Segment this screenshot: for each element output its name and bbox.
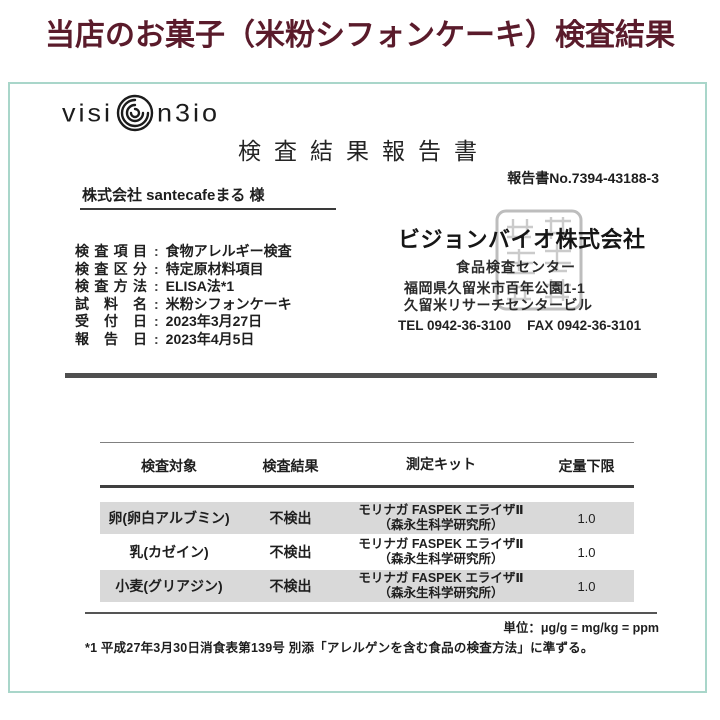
lab-fax: FAX 0942-36-3101 bbox=[527, 318, 642, 333]
cell-kit: モリナガ FASPEK エライザⅡ （森永生科学研究所） bbox=[343, 537, 539, 567]
field-label: 試料名 bbox=[75, 295, 147, 312]
report-document: visi n3io 検査結果報告書 報告書No.7394-43188-3 株式会… bbox=[8, 82, 707, 693]
kit-line1: モリナガ FASPEK エライザⅡ bbox=[358, 571, 524, 585]
results-table-header: 検査対象 検査結果 測定キット 定量下限 bbox=[100, 442, 634, 485]
kit-line2: （森永生科学研究所） bbox=[378, 518, 504, 532]
cell-target: 乳(カゼイン) bbox=[129, 544, 209, 560]
field-separator: : bbox=[154, 295, 159, 312]
logo-text-right: n3io bbox=[157, 98, 221, 127]
field-value: 特定原材料項目 bbox=[165, 260, 264, 277]
test-info-fields: 検査項目 : 食物アレルギー検査 検査区分 : 特定原材料項目 検査方法 : E… bbox=[75, 244, 292, 349]
cell-kit: モリナガ FASPEK エライザⅡ （森永生科学研究所） bbox=[343, 571, 539, 601]
field-label: 検査項目 bbox=[75, 243, 147, 259]
field-separator: : bbox=[154, 278, 159, 294]
lab-tel: TEL 0942-36-3100 bbox=[398, 318, 512, 333]
cell-result: 不検出 bbox=[269, 578, 312, 594]
cell-target: 小麦(グリアジン) bbox=[115, 578, 223, 594]
results-table: 検査対象 検査結果 測定キット 定量下限 卵(卵白アルブミン) 不検出 モリナガ… bbox=[100, 442, 634, 604]
field-value: 2023年4月5日 bbox=[165, 330, 255, 347]
field-value: 米粉シフォンケーキ bbox=[165, 295, 292, 312]
cell-target: 卵(卵白アルブミン) bbox=[108, 510, 230, 526]
header-kit: 測定キット bbox=[406, 456, 476, 472]
field-report-date: 報告日 : 2023年4月5日 bbox=[75, 332, 292, 346]
cell-limit: 1.0 bbox=[577, 544, 596, 560]
field-separator: : bbox=[154, 260, 159, 277]
field-label: 検査方法 bbox=[75, 278, 147, 294]
cell-result: 不検出 bbox=[269, 544, 312, 560]
kit-line2: （森永生科学研究所） bbox=[378, 586, 504, 600]
lab-address-line2: 久留米リサーチセンタービル bbox=[404, 297, 593, 313]
inspection-stamp-icon bbox=[495, 209, 583, 311]
field-test-method: 検査方法 : ELISA法*1 bbox=[75, 279, 292, 293]
field-label: 受付日 bbox=[75, 313, 147, 329]
logo-text-left: visi bbox=[62, 98, 113, 127]
field-label: 検査区分 bbox=[75, 260, 147, 277]
kit-line2: （森永生科学研究所） bbox=[378, 552, 504, 566]
cell-result: 不検出 bbox=[269, 510, 312, 526]
lab-name: ビジョンバイオ株式会社 bbox=[398, 227, 646, 252]
customer-name: 株式会社 santecafeまる 様 bbox=[80, 184, 336, 210]
header-limit: 定量下限 bbox=[558, 458, 615, 474]
spiral-o-icon bbox=[116, 94, 154, 132]
field-test-item: 検査項目 : 食物アレルギー検査 bbox=[75, 244, 292, 258]
field-receipt-date: 受付日 : 2023年3月27日 bbox=[75, 314, 292, 328]
field-separator: : bbox=[154, 243, 159, 259]
field-label: 報告日 bbox=[75, 330, 147, 347]
page-title: 当店のお菓子（米粉シフォンケーキ）検査結果 bbox=[45, 19, 675, 52]
field-value: 食物アレルギー検査 bbox=[165, 243, 292, 259]
header-target: 検査対象 bbox=[141, 458, 197, 474]
lab-division: 食品検査センター bbox=[456, 259, 576, 275]
unit-note: 単位：μg/g = mg/kg = ppm bbox=[503, 621, 659, 635]
field-sample-name: 試料名 : 米粉シフォンケーキ bbox=[75, 297, 292, 311]
table-row-milk: 乳(カゼイン) 不検出 モリナガ FASPEK エライザⅡ （森永生科学研究所）… bbox=[100, 536, 634, 568]
table-row-wheat: 小麦(グリアジン) 不検出 モリナガ FASPEK エライザⅡ （森永生科学研究… bbox=[100, 570, 634, 602]
cell-limit: 1.0 bbox=[577, 510, 596, 526]
section-divider-rule bbox=[65, 373, 657, 378]
kit-line1: モリナガ FASPEK エライザⅡ bbox=[358, 503, 524, 517]
cell-limit: 1.0 bbox=[577, 578, 596, 594]
field-value: ELISA法*1 bbox=[165, 278, 235, 294]
field-separator: : bbox=[154, 313, 159, 329]
method-footnote: *1 平成27年3月30日消食表第139号 別添「アレルゲンを含む食品の検査方法… bbox=[85, 641, 594, 655]
report-heading: 検査結果報告書 bbox=[238, 138, 490, 164]
header-rule bbox=[100, 485, 634, 488]
lab-address-line1: 福岡県久留米市百年公園1-1 bbox=[404, 280, 586, 296]
field-test-category: 検査区分 : 特定原材料項目 bbox=[75, 262, 292, 276]
visionbio-logo: visi n3io bbox=[62, 92, 220, 134]
cell-kit: モリナガ FASPEK エライザⅡ （森永生科学研究所） bbox=[343, 503, 539, 533]
report-number: 報告書No.7394-43188-3 bbox=[507, 170, 659, 186]
table-row-egg: 卵(卵白アルブミン) 不検出 モリナガ FASPEK エライザⅡ （森永生科学研… bbox=[100, 502, 634, 534]
field-value: 2023年3月27日 bbox=[165, 313, 263, 329]
header-result: 検査結果 bbox=[262, 458, 319, 474]
lab-info: ビジョンバイオ株式会社 食品検査センター 福岡県久留米市百年公園1-1 久留米リ… bbox=[398, 222, 688, 333]
lab-contact: TEL 0942-36-3100 FAX 0942-36-3101 bbox=[398, 318, 688, 333]
kit-line1: モリナガ FASPEK エライザⅡ bbox=[358, 537, 524, 551]
field-separator: : bbox=[154, 330, 159, 347]
table-bottom-rule bbox=[85, 612, 657, 614]
